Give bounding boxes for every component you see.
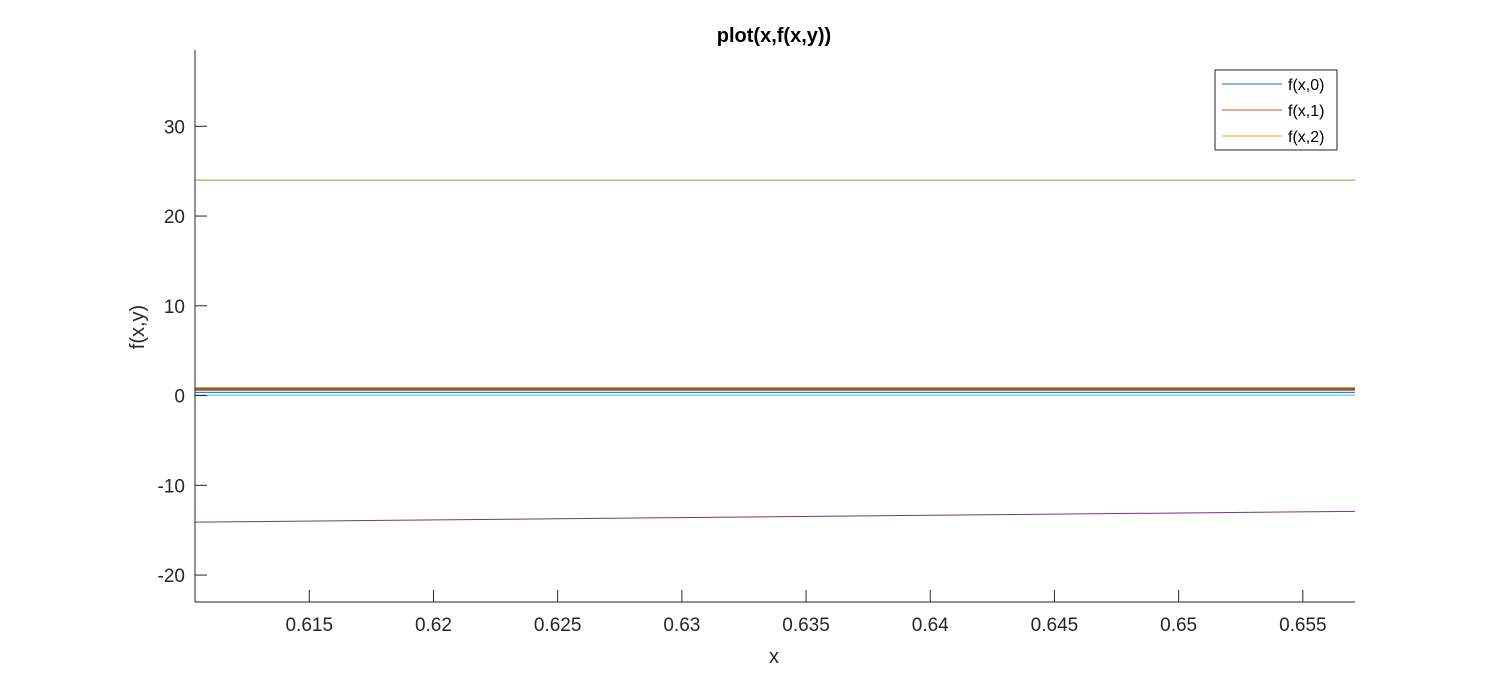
x-tick-label: 0.635: [782, 615, 830, 636]
x-tick-label: 0.62: [415, 615, 452, 636]
y-tick-label: -10: [158, 476, 185, 497]
y-tick-label: 10: [164, 297, 185, 318]
x-axis-title: x: [769, 646, 779, 668]
series-line-4: [194, 510, 1356, 523]
legend-label: f(x,0): [1288, 77, 1324, 94]
y-tick-label: 0: [174, 387, 185, 408]
axes-layer: [194, 50, 1355, 603]
ticks-layer: 0.615 0.62 0.625 0.63 0.635 0.64 0.645 0.65 0.65…: [158, 117, 1327, 636]
x-tick-label: 0.65: [1160, 615, 1197, 636]
x-tick-label: 0.655: [1279, 615, 1327, 636]
legend-label: f(x,2): [1288, 129, 1324, 146]
chart-title: plot(x,f(x,y)): [717, 25, 831, 47]
y-tick-label: 30: [164, 117, 185, 138]
legend: f(x,0) f(x,1) f(x,2): [1214, 69, 1338, 151]
x-tick-label: 0.625: [534, 615, 582, 636]
y-tick-label: -20: [158, 566, 185, 587]
x-tick-label: 0.64: [912, 615, 949, 636]
x-tick-label: 0.615: [285, 615, 333, 636]
x-tick-label: 0.63: [663, 615, 700, 636]
y-axis-title: f(x,y): [127, 305, 149, 349]
y-tick-label: 20: [164, 207, 185, 228]
x-tick-label: 0.645: [1031, 615, 1079, 636]
series-layer: [194, 179, 1356, 523]
legend-label: f(x,1): [1288, 103, 1324, 120]
